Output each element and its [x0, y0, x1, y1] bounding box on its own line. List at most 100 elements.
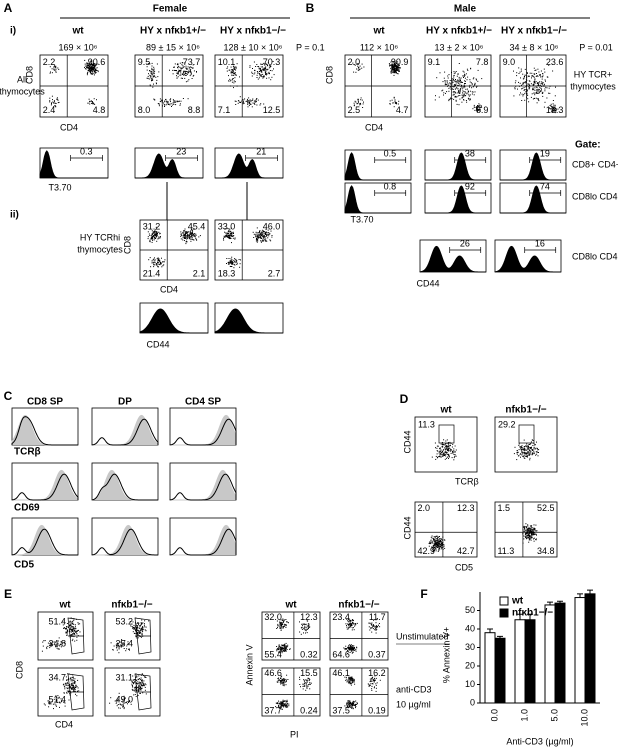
- event: [471, 82, 472, 83]
- bar: [495, 638, 505, 703]
- event: [152, 79, 153, 80]
- event: [92, 72, 93, 73]
- event: [436, 550, 437, 551]
- event: [534, 447, 535, 448]
- gate-value: 53.2: [115, 616, 133, 626]
- event: [265, 239, 266, 240]
- event: [231, 242, 232, 243]
- event: [178, 70, 179, 71]
- event: [143, 680, 144, 681]
- event: [148, 78, 149, 79]
- event: [123, 706, 124, 707]
- event: [518, 67, 519, 68]
- column-header: HY x nfκb1+/−: [426, 26, 492, 37]
- event: [156, 265, 157, 266]
- event: [288, 622, 289, 623]
- gate-value: 31.1: [115, 672, 133, 682]
- event: [438, 544, 439, 545]
- event: [346, 679, 347, 680]
- event: [72, 688, 73, 689]
- event: [542, 79, 543, 80]
- event: [269, 77, 270, 78]
- event: [154, 233, 155, 234]
- event: [78, 690, 79, 691]
- event: [137, 681, 138, 682]
- event: [158, 264, 159, 265]
- event: [527, 529, 528, 530]
- label: CD5: [14, 560, 34, 571]
- event: [527, 445, 528, 446]
- event: [448, 447, 449, 448]
- event: [67, 682, 68, 683]
- event: [189, 67, 190, 68]
- event: [445, 443, 446, 444]
- event: [269, 73, 270, 74]
- event: [286, 647, 287, 648]
- event: [251, 72, 252, 73]
- event: [471, 87, 472, 88]
- event: [231, 69, 232, 70]
- event: [529, 450, 530, 451]
- event: [250, 65, 251, 66]
- event: [189, 237, 190, 238]
- event: [260, 105, 261, 106]
- event: [467, 70, 468, 71]
- event: [282, 645, 283, 646]
- event: [43, 646, 44, 647]
- event: [186, 239, 187, 240]
- label: CD44: [402, 516, 412, 539]
- event: [180, 103, 181, 104]
- event: [166, 101, 167, 102]
- event: [524, 528, 525, 529]
- event: [446, 446, 447, 447]
- event: [178, 72, 179, 73]
- event: [534, 94, 535, 95]
- event: [455, 84, 456, 85]
- event: [266, 74, 267, 75]
- event: [445, 448, 446, 449]
- error-bar: [577, 594, 583, 598]
- event: [90, 68, 91, 69]
- event: [307, 682, 308, 683]
- event: [285, 706, 286, 707]
- event: [227, 71, 228, 72]
- event: [531, 525, 532, 526]
- event: [152, 260, 153, 261]
- event: [532, 75, 533, 76]
- event: [542, 93, 543, 94]
- event: [526, 446, 527, 447]
- event: [145, 677, 146, 678]
- event: [151, 72, 152, 73]
- gate-value: 15.5: [300, 668, 318, 678]
- event: [449, 446, 450, 447]
- label: T3.70: [350, 214, 373, 224]
- event: [459, 79, 460, 80]
- event: [440, 448, 441, 449]
- event: [157, 262, 158, 263]
- gate-value: 11.7: [369, 612, 386, 622]
- event: [151, 80, 152, 81]
- event: [172, 105, 173, 106]
- event: [257, 72, 258, 73]
- event: [400, 67, 401, 68]
- event: [526, 527, 527, 528]
- event: [537, 82, 538, 83]
- event: [227, 234, 228, 235]
- event: [306, 686, 307, 687]
- event: [395, 101, 396, 102]
- event: [233, 87, 234, 88]
- event: [355, 706, 356, 707]
- column-header: nfκb1−/−: [338, 600, 379, 611]
- event: [118, 652, 119, 653]
- event: [536, 454, 537, 455]
- event: [138, 623, 139, 624]
- event: [71, 632, 72, 633]
- event: [138, 685, 139, 686]
- event: [135, 687, 136, 688]
- event: [76, 640, 77, 641]
- event: [309, 682, 310, 683]
- label: C: [4, 389, 13, 403]
- event: [345, 680, 346, 681]
- event: [533, 89, 534, 90]
- event: [148, 620, 149, 621]
